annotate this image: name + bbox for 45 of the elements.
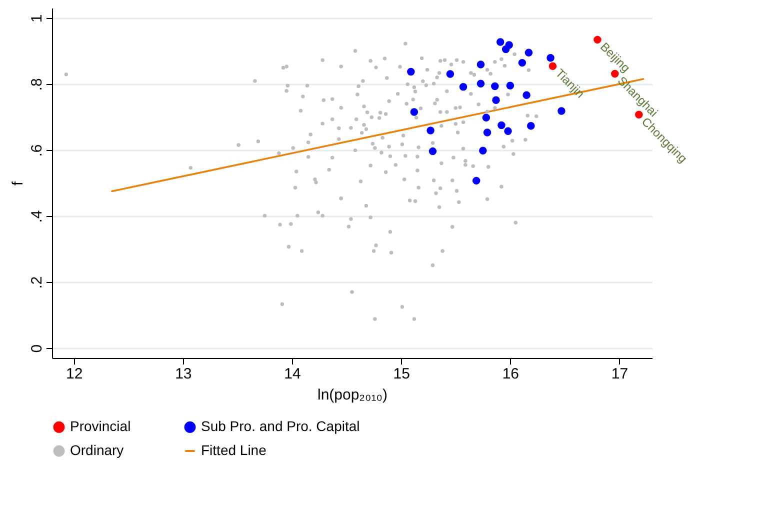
point (502, 45, 510, 54)
point (546, 54, 554, 62)
point (492, 96, 500, 104)
point (446, 70, 454, 78)
y-tick-label: .6 (28, 144, 46, 157)
y-tick-label: 1 (28, 14, 46, 23)
point (558, 107, 566, 115)
point (518, 58, 526, 67)
point (482, 114, 490, 122)
legend-label: Fitted Line (201, 442, 267, 458)
y-tick-label: 0 (28, 344, 46, 353)
point (479, 146, 487, 155)
point (428, 147, 437, 156)
point (594, 36, 602, 44)
point (410, 108, 418, 116)
point (426, 126, 434, 134)
x-tick-label: 17 (611, 366, 628, 382)
y-axis-title: f (10, 180, 26, 186)
legend-label: Ordinary (70, 442, 124, 458)
point (524, 48, 533, 56)
point (548, 62, 557, 70)
x-tick-label: 14 (284, 366, 301, 382)
point (491, 82, 499, 90)
x-tick-label: 12 (66, 366, 83, 382)
point (483, 128, 492, 136)
point (522, 91, 530, 100)
y-tick-label: .4 (28, 210, 46, 223)
point (496, 38, 504, 46)
x-axis-title: ln(pop₂₀₁₀) (317, 386, 388, 404)
point (506, 82, 514, 90)
legend-label: Provincial (70, 418, 131, 434)
point (476, 80, 485, 88)
y-tick-label: .8 (28, 78, 46, 91)
point (527, 122, 535, 130)
point (476, 60, 485, 68)
x-tick-label: 16 (502, 366, 520, 382)
point (459, 83, 468, 91)
y-tick-label: .2 (28, 276, 46, 289)
legend-label: Sub Pro. and Pro. Capital (201, 418, 360, 434)
point (504, 127, 512, 136)
x-tick-label: 13 (175, 366, 192, 382)
point (472, 176, 480, 185)
point (498, 121, 506, 130)
point (407, 68, 415, 76)
x-tick-label: 15 (393, 366, 410, 382)
